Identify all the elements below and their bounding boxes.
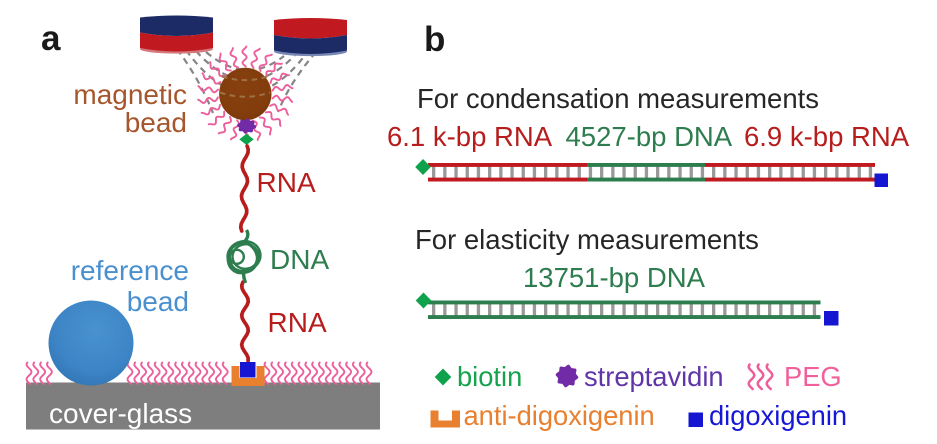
svg-text:digoxigenin: digoxigenin <box>709 400 847 431</box>
svg-text:4527-bp DNA: 4527-bp DNA <box>566 121 733 152</box>
svg-text:reference: reference <box>71 255 189 286</box>
svg-text:6.1 k-bp RNA: 6.1 k-bp RNA <box>387 121 553 152</box>
svg-text:biotin: biotin <box>457 361 522 392</box>
svg-text:6.9 k-bp RNA: 6.9 k-bp RNA <box>744 121 910 152</box>
svg-text:DNA: DNA <box>270 244 329 275</box>
svg-text:RNA: RNA <box>257 167 316 198</box>
svg-text:PEG: PEG <box>784 361 842 392</box>
svg-text:a: a <box>41 19 61 58</box>
svg-text:For elasticity measurements: For elasticity measurements <box>415 224 759 255</box>
svg-text:RNA: RNA <box>268 307 327 338</box>
svg-text:streptavidin: streptavidin <box>584 361 724 392</box>
svg-text:magnetic: magnetic <box>73 79 187 110</box>
svg-text:bead: bead <box>125 107 187 138</box>
svg-text:anti-digoxigenin: anti-digoxigenin <box>464 400 655 431</box>
svg-text:For condensation measurements: For condensation measurements <box>417 83 819 114</box>
svg-text:cover-glass: cover-glass <box>49 398 192 429</box>
svg-text:bead: bead <box>127 286 189 317</box>
svg-text:b: b <box>424 20 445 59</box>
svg-text:13751-bp DNA: 13751-bp DNA <box>523 262 706 293</box>
